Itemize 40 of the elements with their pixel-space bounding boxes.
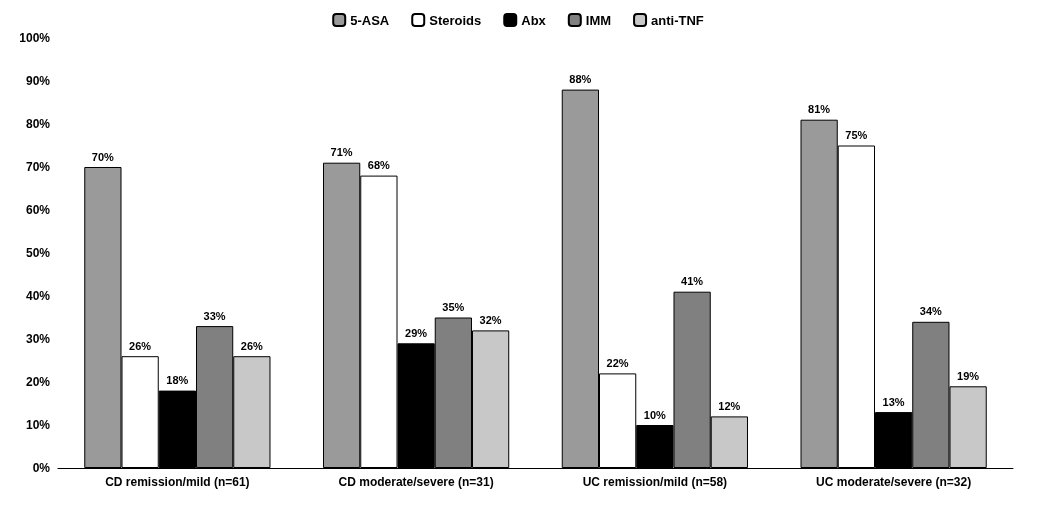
data-label: 10% <box>643 408 667 421</box>
legend-label: IMM <box>585 12 612 28</box>
data-label: 32% <box>479 313 502 326</box>
data-label: 33% <box>203 309 226 322</box>
x-tick-label: UC remission/mild (n=58) <box>582 475 728 489</box>
legend-label: anti-TNF <box>651 12 704 28</box>
y-tick-label: 50% <box>25 246 51 260</box>
data-label: 29% <box>405 326 428 339</box>
data-label: 18% <box>166 374 189 387</box>
data-label: 12% <box>718 399 741 412</box>
y-tick-label: 30% <box>25 332 51 346</box>
y-tick-label: 60% <box>25 203 51 217</box>
legend-label: Steroids <box>429 12 482 28</box>
data-label: 81% <box>808 103 831 116</box>
data-label: 41% <box>681 275 704 288</box>
data-label: 19% <box>957 369 980 382</box>
data-label: 35% <box>442 301 465 313</box>
y-tick-label: 40% <box>25 289 51 303</box>
x-tick-label: UC moderate/severe (n=32) <box>816 475 972 489</box>
x-tick-label: CD moderate/severe (n=31) <box>338 475 494 489</box>
y-tick-label: 70% <box>25 160 51 174</box>
x-tick-label: CD remission/mild (n=61) <box>105 475 250 489</box>
data-label: 22% <box>606 356 629 369</box>
y-tick-label: 100% <box>19 31 51 45</box>
data-label: 88% <box>569 73 592 86</box>
y-tick-label: 20% <box>25 375 51 389</box>
legend-label: Abx <box>521 12 547 28</box>
data-label: 26% <box>240 339 264 352</box>
data-label: 71% <box>330 146 353 159</box>
data-label: 70% <box>91 150 115 163</box>
data-label: 75% <box>845 129 868 141</box>
y-tick-label: 0% <box>32 461 51 475</box>
data-label: 68% <box>367 159 391 172</box>
legend-label: 5-ASA <box>350 12 390 28</box>
data-label: 13% <box>882 395 905 408</box>
y-tick-label: 90% <box>25 74 51 88</box>
y-tick-label: 80% <box>25 117 51 131</box>
data-label: 26% <box>129 339 152 352</box>
data-label: 34% <box>919 305 943 318</box>
y-tick-label: 10% <box>25 418 51 432</box>
